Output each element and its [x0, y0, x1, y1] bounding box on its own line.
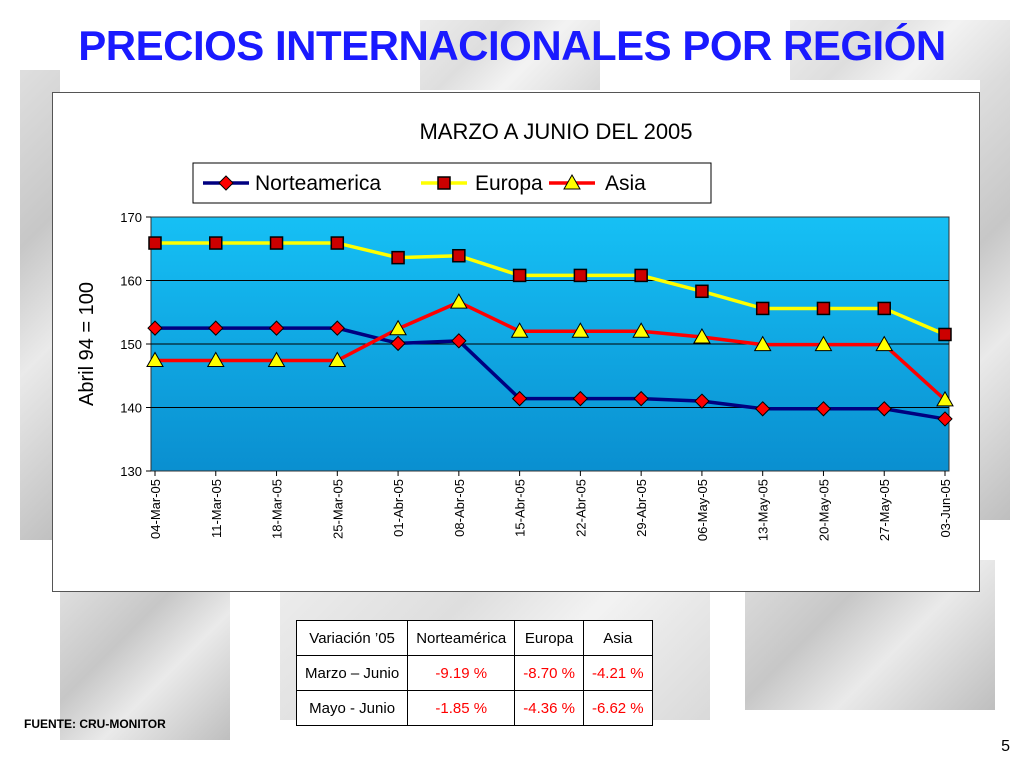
legend-marker-norteamerica: [218, 175, 234, 191]
data-point-europa: [269, 236, 284, 250]
data-point-europa: [634, 268, 648, 283]
legend-marker-asia: [563, 173, 581, 190]
table-header-cell: Europa: [514, 620, 584, 656]
table-header-cell: Asia: [582, 620, 653, 656]
x-tick-label: 13-May-05: [756, 479, 771, 541]
background-photo-bottom-left: [60, 590, 230, 740]
legend-label-europa: Europa: [475, 172, 543, 195]
data-point-norteamerica: [754, 401, 771, 417]
y-tick-label: 150: [120, 337, 142, 352]
data-point-europa: [209, 236, 223, 250]
x-tick-label: 27-May-05: [877, 479, 892, 541]
page-number: 5: [1001, 738, 1010, 755]
data-point-norteamerica: [268, 320, 285, 336]
data-point-asia: [328, 351, 347, 368]
table-cell: -6.62 %: [582, 690, 653, 726]
data-point-norteamerica: [876, 401, 892, 417]
data-point-asia: [753, 335, 772, 352]
data-point-asia: [449, 293, 468, 309]
data-point-norteamerica: [572, 390, 589, 407]
legend-label-asia: Asia: [605, 172, 646, 195]
y-tick-label: 130: [120, 464, 142, 479]
x-tick-label: 03-Jun-05: [938, 479, 953, 538]
data-point-norteamerica: [451, 333, 467, 349]
y-tick-label: 140: [120, 401, 142, 416]
data-point-norteamerica: [147, 320, 163, 336]
data-point-asia: [267, 351, 286, 368]
data-point-europa: [695, 284, 709, 299]
x-tick-label: 01-Abr-05: [391, 479, 406, 537]
series-line-norteamerica: [155, 326, 946, 421]
variation-table: Variación ’05 Norteamérica Europa Asia M…: [295, 620, 653, 726]
x-tick-label: 29-Abr-05: [634, 479, 649, 537]
x-tick-label: 15-Abr-05: [513, 479, 528, 537]
x-tick-label: 06-May-05: [695, 479, 710, 541]
data-point-asia: [814, 335, 833, 352]
data-point-asia: [389, 319, 407, 336]
series-line-europa: [155, 241, 946, 337]
data-point-asia: [936, 390, 954, 407]
data-point-asia: [571, 322, 590, 338]
table-row-label: Mayo - Junio: [295, 690, 409, 726]
table-cell: -4.21 %: [582, 655, 653, 691]
data-point-europa: [391, 250, 405, 265]
y-tick-label: 160: [120, 274, 142, 289]
data-point-norteamerica: [815, 401, 832, 417]
table-cell: -1.85 %: [407, 690, 516, 726]
table-cell: -9.19 %: [407, 655, 516, 691]
x-tick-label: 04-Mar-05: [148, 479, 163, 539]
series-line-asia: [155, 300, 947, 402]
background-photo-top-right: [790, 20, 1010, 80]
legend-label-norteamerica: Norteamerica: [255, 172, 381, 195]
x-tick-label: 20-May-05: [816, 479, 831, 541]
table-cell: -4.36 %: [514, 690, 584, 726]
table-row: Mayo - Junio -1.85 % -4.36 % -6.62 %: [295, 690, 653, 726]
data-point-europa: [452, 248, 466, 263]
data-point-norteamerica: [937, 411, 953, 427]
data-point-europa: [573, 268, 588, 283]
table-cell: -8.70 %: [514, 655, 584, 691]
y-tick-label: 170: [120, 210, 142, 225]
x-tick-label: 08-Abr-05: [452, 479, 467, 537]
y-axis-label: Abril 94 = 100: [76, 282, 98, 406]
data-point-europa: [512, 268, 527, 283]
background-photo-right: [980, 80, 1010, 520]
data-point-europa: [877, 301, 891, 316]
table-header-cell: Norteamérica: [407, 620, 516, 656]
data-point-norteamerica: [694, 393, 710, 409]
data-point-europa: [330, 236, 345, 250]
background-photo-top-center: [420, 20, 600, 90]
data-point-europa: [755, 301, 770, 316]
legend-marker-europa: [437, 176, 451, 190]
x-tick-label: 22-Abr-05: [573, 479, 588, 537]
chart-title: MARZO A JUNIO DEL 2005: [419, 119, 692, 144]
table-header-row: Variación ’05 Norteamérica Europa Asia: [295, 620, 653, 656]
chart-frame: MARZO A JUNIO DEL 2005 130 140 150 160 170 Abr…: [52, 92, 980, 592]
table-row: Marzo – Junio -9.19 % -8.70 % -4.21 %: [295, 655, 653, 691]
line-chart: MARZO A JUNIO DEL 2005 130 140 150 160 170 Abr…: [76, 119, 954, 541]
data-point-europa: [938, 327, 952, 342]
data-point-europa: [148, 236, 162, 250]
x-tick-label: 11-Mar-05: [209, 479, 224, 538]
data-point-norteamerica: [390, 335, 406, 352]
x-tick-label: 25-Mar-05: [330, 479, 345, 539]
data-point-norteamerica: [511, 390, 528, 407]
data-point-asia: [693, 328, 711, 344]
data-point-europa: [816, 301, 831, 316]
data-point-asia: [875, 335, 894, 352]
source-note: FUENTE: CRU-MONITOR: [24, 717, 166, 731]
data-point-asia: [146, 351, 164, 368]
x-tick-label: 18-Mar-05: [270, 479, 285, 539]
data-point-norteamerica: [329, 320, 346, 336]
data-point-asia: [632, 322, 651, 338]
data-point-norteamerica: [208, 320, 224, 336]
data-point-asia: [206, 351, 225, 368]
table-header-cell: Variación ’05: [295, 620, 409, 656]
table-row-label: Marzo – Junio: [295, 655, 409, 691]
data-point-norteamerica: [633, 390, 649, 407]
page-title: PRECIOS INTERNACIONALES POR REGIÓN: [78, 22, 946, 69]
data-point-asia: [510, 322, 529, 338]
